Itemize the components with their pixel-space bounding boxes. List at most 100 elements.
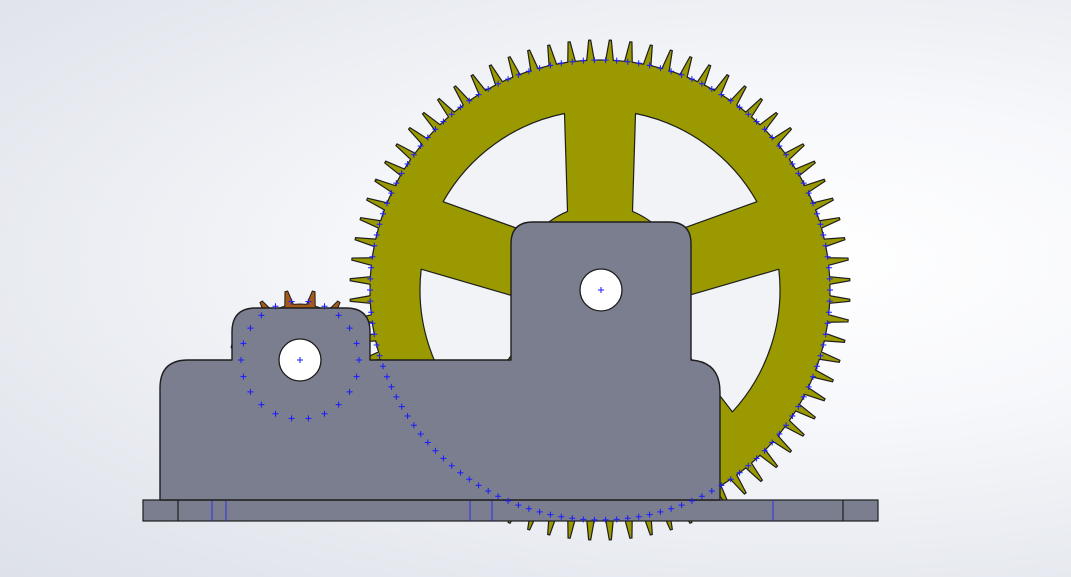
gear-pitch-point — [384, 200, 390, 207]
gear-pitch-point — [800, 393, 807, 400]
gear-pitch-point — [475, 91, 482, 98]
gear-pitch-point — [376, 352, 383, 359]
gear-pitch-point — [745, 462, 752, 469]
gear-pitch-point — [371, 242, 378, 249]
gear-pitch-point — [688, 76, 695, 83]
pinion-pitch-point — [356, 357, 362, 363]
base-plate-edges — [177, 500, 844, 521]
gear-pitch-point — [558, 60, 565, 67]
gear-pitch-point — [789, 161, 796, 167]
gear-pitch-point — [668, 68, 675, 75]
gear-pitch-point — [613, 57, 620, 64]
gear-pitch-point — [373, 232, 380, 238]
gear-pitch-point — [805, 190, 812, 197]
gear-pitch-point — [745, 111, 752, 118]
gear-pitch-point — [789, 413, 796, 419]
gear-pitch-point — [820, 232, 827, 238]
gear-pitch-point — [495, 80, 502, 87]
pinion-pitch-point — [240, 373, 247, 380]
gear-pitch-point — [380, 210, 386, 217]
pinion-pitch-point — [288, 298, 295, 305]
gear-pitch-point — [448, 111, 455, 118]
pinion-pitch-point — [353, 340, 360, 347]
gear-pitch-point — [761, 447, 768, 454]
gear-pitch-point — [698, 493, 705, 500]
gear-pitch-point — [393, 393, 400, 400]
gear-pitch-point — [448, 462, 455, 469]
gear-pitch-point — [769, 134, 776, 141]
pinion-pitch-point — [346, 388, 353, 395]
gear-pitch-point — [718, 482, 725, 489]
gear-pitch-point — [827, 287, 833, 293]
gear-pitch-point — [547, 62, 554, 69]
gear-pitch-point — [668, 505, 675, 512]
gear-pitch-point — [525, 68, 532, 75]
gear-pitch-point — [769, 439, 776, 446]
gear-pitch-point — [580, 57, 587, 64]
pinion-pitch-point — [272, 410, 279, 417]
gear-pitch-point — [371, 331, 378, 338]
gear-pitch-point — [384, 373, 390, 380]
pinion-pitch-point — [238, 357, 244, 363]
sketch-points — [238, 57, 833, 523]
gear-pitch-point — [805, 383, 812, 390]
gear-pitch-point — [826, 298, 833, 305]
gear-pitch-point — [602, 57, 609, 64]
gear-pitch-point — [817, 352, 824, 359]
gear-pitch-point — [404, 161, 411, 167]
gear-pitch-point — [698, 80, 705, 87]
gear-pitch-point — [369, 320, 376, 327]
base-plate[interactable] — [142, 499, 879, 522]
gear-pitch-point — [440, 455, 447, 462]
pinion-center-point — [297, 357, 303, 363]
pinion-pitch-point — [247, 388, 254, 395]
gear-pitch-point — [824, 320, 831, 327]
gear-pitch-point — [515, 502, 522, 509]
gear-pitch-point — [505, 497, 512, 504]
gear-pitch-point — [795, 403, 802, 410]
pinion-pitch-point — [258, 312, 265, 319]
base-plate-body[interactable] — [142, 499, 879, 522]
pinion-pitch-point — [321, 303, 328, 310]
gear-pitch-point — [367, 287, 373, 293]
gear-pitch-point — [810, 373, 816, 380]
pinion-pitch-point — [288, 415, 295, 422]
gear-pitch-point — [753, 118, 760, 125]
gear-pitch-point — [646, 62, 653, 69]
gear-pitch-point — [417, 143, 424, 149]
gear-pitch-point — [368, 309, 375, 316]
gear-pitch-point — [525, 505, 532, 512]
gear-pitch-point — [485, 86, 492, 92]
gear-pitch-point — [432, 126, 439, 133]
pinion-pitch-point — [305, 415, 312, 422]
pinion-pitch-point — [335, 312, 342, 319]
gear-pitch-point — [398, 170, 405, 177]
gear-pitch-point — [440, 118, 447, 125]
gear-pitch-point — [810, 200, 816, 207]
gear-pitch-point — [783, 422, 790, 429]
gear-pitch-point — [495, 493, 502, 500]
pinion-pitch-point — [305, 298, 312, 305]
gear-pitch-point — [602, 516, 609, 523]
gear-pitch-point — [466, 97, 473, 104]
gear-pitch-point — [424, 439, 431, 446]
gear-pitch-point — [404, 413, 411, 419]
gear-pitch-point — [398, 403, 405, 410]
gear-pitch-point — [388, 190, 395, 197]
gear-pitch-point — [824, 253, 831, 260]
gear-pitch-point — [536, 65, 543, 72]
gear-pitch-point — [485, 488, 492, 494]
gear-pitch-point — [820, 342, 827, 348]
gear-pitch-point — [817, 221, 824, 228]
gear-pitch-point — [795, 170, 802, 177]
gear-pitch-point — [558, 513, 565, 520]
gear-pitch-point — [388, 383, 395, 390]
pinion-pitch-point — [247, 325, 254, 332]
gear-pitch-point — [457, 469, 464, 476]
gear-pitch-point — [708, 86, 715, 92]
gear-pitch-point — [800, 180, 807, 187]
gear-pitch-point — [708, 488, 715, 494]
gear-pitch-point — [678, 71, 685, 78]
